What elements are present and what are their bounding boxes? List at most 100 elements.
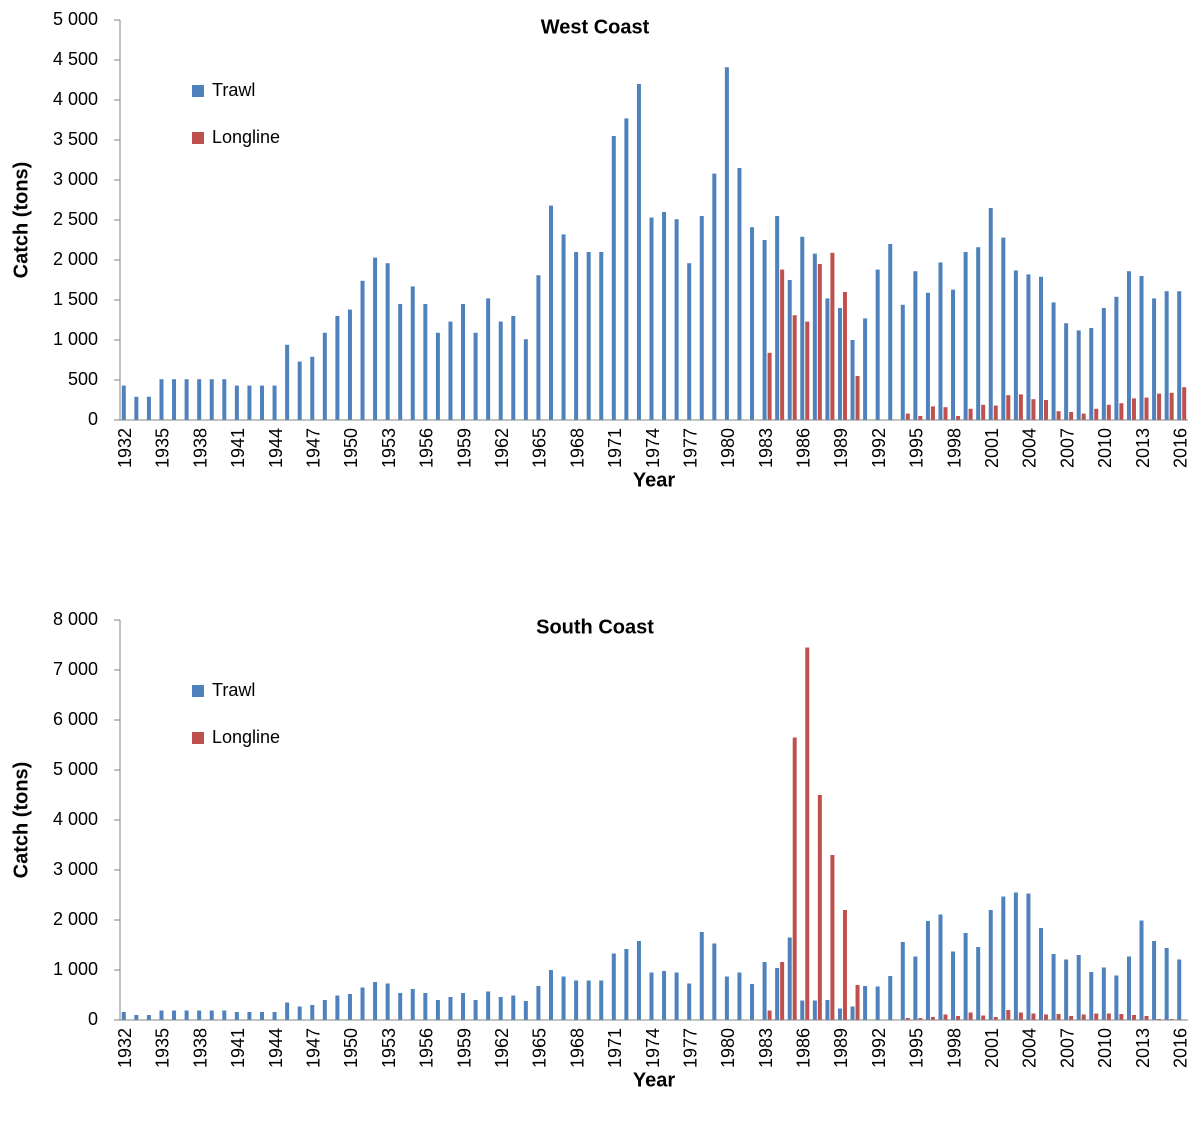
x-tick-label: 1947 [304,428,324,468]
x-tick-label: 1983 [756,428,776,468]
bar [1157,393,1162,420]
bar [981,404,986,420]
y-tick-label: 0 [88,409,98,429]
bar [1144,397,1149,420]
x-tick-label: 1974 [643,428,663,468]
x-tick-label: 1935 [153,428,173,468]
bar [247,385,252,420]
bar [498,321,503,420]
bar [787,280,792,420]
bar [1081,1014,1086,1020]
bar [1051,302,1056,420]
bar [817,264,822,420]
bar [724,976,729,1020]
bar [1069,1016,1074,1020]
x-tick-label: 1968 [567,1028,587,1068]
bar [574,252,579,420]
x-tick-label: 1974 [643,1028,663,1068]
bar [1006,1010,1011,1020]
bar [905,413,910,420]
legend-label: Longline [212,127,280,147]
bar [699,932,704,1020]
bar [209,1010,214,1020]
bar [473,1000,478,1020]
bar [410,286,415,420]
bar [523,339,528,420]
x-tick-label: 2004 [1020,1028,1040,1068]
chart-title: South Coast [536,616,654,638]
x-tick-label: 1941 [228,428,248,468]
bar [197,1010,202,1020]
y-tick-label: 7 000 [53,659,98,679]
bar [775,968,780,1020]
bar [1013,270,1018,420]
bar [976,247,981,420]
bar [762,962,767,1020]
bar [1089,972,1094,1020]
bar [197,379,202,420]
x-tick-label: 1959 [454,428,474,468]
bar [1101,308,1106,420]
bar [310,1005,315,1020]
bar [561,234,566,420]
bar [172,1010,177,1020]
x-tick-label: 1932 [115,1028,135,1068]
x-tick-label: 1971 [605,428,625,468]
bar [805,647,810,1020]
bar [1044,400,1049,420]
bar [322,332,327,420]
x-tick-label: 1938 [190,1028,210,1068]
bar [913,271,918,420]
chart-title: West Coast [541,16,650,38]
x-tick-label: 1938 [190,428,210,468]
legend-label: Longline [212,727,280,747]
bar [963,252,968,420]
bar [993,405,998,420]
x-tick-label: 1998 [944,428,964,468]
bar [1114,975,1119,1020]
x-tick-label: 1980 [718,428,738,468]
bar [1144,1016,1149,1020]
y-tick-label: 8 000 [53,609,98,629]
bar [247,1012,252,1020]
bar [398,993,403,1020]
bar [850,1006,855,1020]
bar [993,1017,998,1020]
bar [662,212,667,420]
bar [523,1001,528,1020]
bar [918,1018,923,1020]
bar [347,309,352,420]
bar [900,304,905,420]
x-tick-label: 1980 [718,1028,738,1068]
x-tick-label: 1989 [831,1028,851,1068]
x-tick-label: 2016 [1170,428,1190,468]
bar [724,67,729,420]
bar [473,332,478,420]
x-tick-label: 1995 [907,1028,927,1068]
x-tick-label: 1968 [567,428,587,468]
x-tick-label: 1983 [756,1028,776,1068]
bar [310,356,315,420]
bar [1018,394,1023,420]
bar [1044,1014,1049,1020]
x-axis-title: Year [633,1069,675,1091]
bar [574,980,579,1020]
y-axis-title: Catch (tons) [10,162,32,279]
bar [649,217,654,420]
x-tick-label: 1956 [417,1028,437,1068]
bar [780,269,785,420]
bar [1064,959,1069,1020]
bar [435,332,440,420]
x-tick-label: 2001 [982,1028,1002,1068]
bar [842,292,847,420]
bar [1006,395,1011,420]
bar [767,352,772,420]
bar [259,1012,264,1020]
bar [1064,323,1069,420]
bar [134,1015,139,1020]
bar [1039,276,1044,420]
y-tick-label: 4 000 [53,809,98,829]
bar [951,951,956,1020]
bar [1106,404,1111,420]
bar [423,304,428,420]
